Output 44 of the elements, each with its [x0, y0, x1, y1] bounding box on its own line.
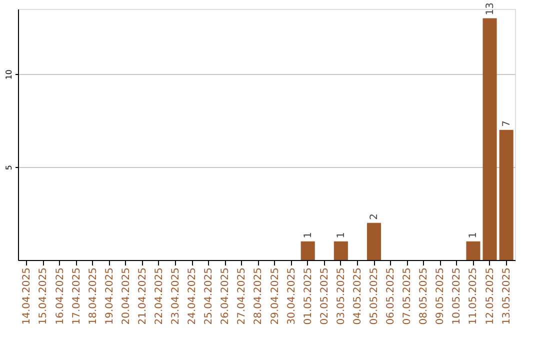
x-tick-label: 24.04.2025	[187, 268, 198, 325]
x-tick-label: 25.04.2025	[204, 268, 215, 325]
x-tick-label: 21.04.2025	[137, 268, 148, 325]
x-tick-label: 20.04.2025	[120, 268, 132, 325]
bar	[466, 241, 480, 260]
x-tick-label: 16.04.2025	[54, 268, 66, 325]
x-tick-label: 29.04.2025	[270, 268, 281, 325]
x-tick-label: 30.04.2025	[286, 268, 298, 325]
x-tick-label: 04.05.2025	[352, 268, 364, 325]
data-label: 1	[336, 232, 347, 238]
data-label: 1	[302, 232, 314, 238]
x-tick-label: 08.05.2025	[418, 268, 430, 325]
x-tick-label: 09.05.2025	[435, 268, 446, 325]
x-tick-label: 26.04.2025	[220, 268, 232, 325]
x-tick-label: 01.05.2025	[302, 268, 314, 325]
x-tick-label: 18.04.2025	[88, 268, 99, 325]
y-tick-label: 10	[4, 69, 14, 80]
x-tick-label: 17.04.2025	[71, 268, 82, 325]
x-tick-label: 28.04.2025	[253, 268, 264, 325]
x-tick-label: 27.04.2025	[236, 268, 248, 325]
bar	[366, 222, 382, 260]
data-label: 1	[468, 232, 480, 238]
x-tick-label: 11.05.2025	[468, 268, 480, 325]
x-tick-label: 07.05.2025	[402, 268, 414, 325]
x-tick-label: 10.05.2025	[452, 268, 463, 325]
x-tick-label: 02.05.2025	[319, 268, 330, 325]
x-tick-label: 13.05.2025	[501, 268, 512, 325]
x-tick-label: 03.05.2025	[336, 268, 347, 325]
bar	[482, 18, 497, 260]
data-label: 2	[369, 213, 380, 220]
data-label: 13	[484, 2, 496, 16]
x-tick-label: 14.04.2025	[22, 268, 33, 325]
bar	[499, 130, 514, 260]
x-tick-label: 19.04.2025	[104, 268, 116, 325]
bar	[300, 241, 315, 260]
x-tick-label: 23.04.2025	[170, 268, 182, 325]
x-tick-label: 15.04.2025	[38, 268, 50, 325]
x-tick-label: 06.05.2025	[386, 268, 397, 325]
data-label: 7	[501, 120, 512, 127]
bar	[334, 241, 348, 260]
x-tick-label: 12.05.2025	[484, 268, 496, 325]
x-tick-label: 05.05.2025	[369, 268, 380, 325]
x-tick-label: 22.04.2025	[154, 268, 165, 325]
y-tick-label: 5	[4, 164, 14, 170]
